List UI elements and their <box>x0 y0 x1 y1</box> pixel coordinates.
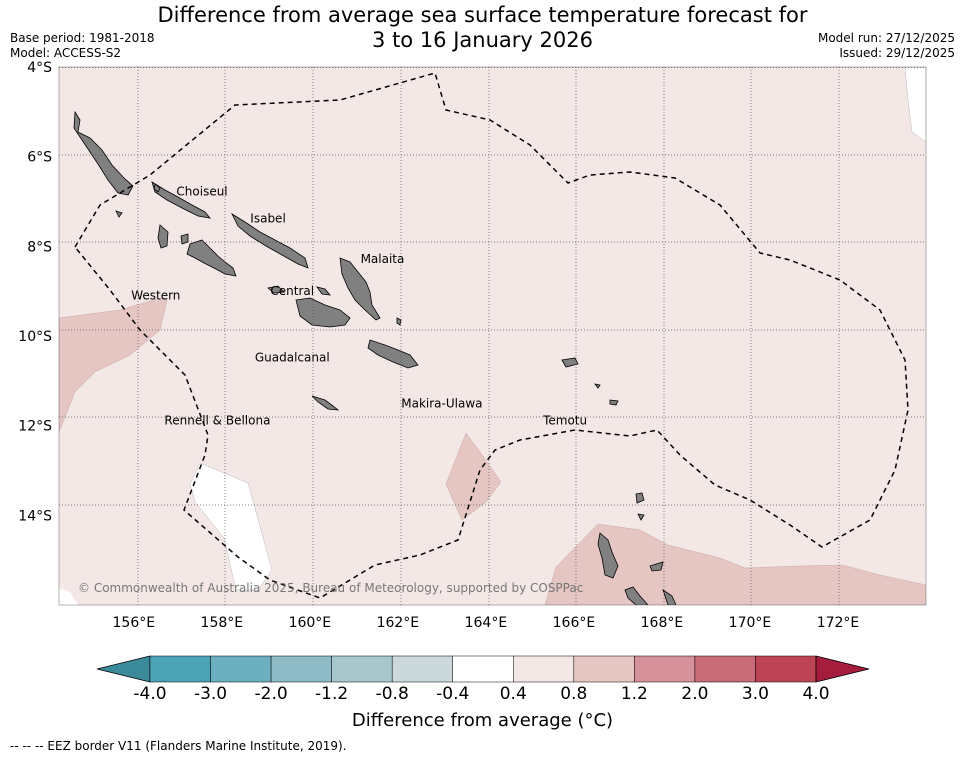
model-name: Model: ACCESS-S2 <box>10 46 122 60</box>
lon-tick-label: 158°E <box>201 615 244 631</box>
colorbar-bin <box>513 655 575 683</box>
colorbar-bin <box>573 655 635 683</box>
lon-tick-label: 168°E <box>641 615 684 631</box>
province-label-guadalcanal: Guadalcanal <box>255 351 330 365</box>
run-info: Model run: 27/12/2025 Issued: 29/12/2025 <box>818 31 955 61</box>
map-area <box>59 67 926 605</box>
lat-tick-label: 4°S <box>27 60 52 76</box>
copyright-notice: © Commonwealth of Australia 2025, Bureau… <box>78 581 583 595</box>
colorbar-bin <box>391 655 453 683</box>
colorbar-tick-label: -0.8 <box>376 684 409 704</box>
warm-anomaly-southeast <box>544 523 926 605</box>
lon-tick-label: 166°E <box>553 615 596 631</box>
province-label-choiseul: Choiseul <box>176 185 227 199</box>
lat-tick-label: 8°S <box>27 239 52 255</box>
colorbar-tick-label: 2.0 <box>681 684 708 704</box>
province-label-rennell-bellona: Rennell & Bellona <box>164 413 270 427</box>
lon-tick-label: 170°E <box>729 615 772 631</box>
colorbar-tick-label: -4.0 <box>133 684 166 704</box>
colorbar-tick-label: 0.8 <box>560 684 587 704</box>
lon-tick-label: 164°E <box>465 615 508 631</box>
warm-anomaly-central <box>445 432 502 521</box>
lon-tick-label: 160°E <box>289 615 332 631</box>
model-info: Base period: 1981-2018 Model: ACCESS-S2 <box>10 31 155 61</box>
colorbar-bin <box>210 655 272 683</box>
neutral-area-corner <box>59 588 78 605</box>
warm-anomaly-west <box>59 297 168 433</box>
colorbar-title: Difference from average (°C) <box>351 710 614 731</box>
colorbar-bin <box>149 655 211 683</box>
colorbar-bin <box>634 655 696 683</box>
lat-tick-label: 12°S <box>18 419 52 435</box>
colorbar-extend-low <box>96 655 151 683</box>
colorbar-tick-label: 3.0 <box>742 684 769 704</box>
colorbar-tick-label: -1.2 <box>315 684 348 704</box>
province-label-isabel: Isabel <box>250 212 285 226</box>
lon-tick-label: 172°E <box>817 615 860 631</box>
colorbar-tick-label: 0.4 <box>500 684 527 704</box>
neutral-area-ne <box>904 67 926 143</box>
issued-date: Issued: 29/12/2025 <box>839 46 955 60</box>
province-label-makira-ulawa: Makira-Ulawa <box>401 396 482 410</box>
province-label-malaita: Malaita <box>361 252 405 266</box>
lat-tick-label: 10°S <box>18 329 52 345</box>
colorbar-bin <box>694 655 756 683</box>
colorbar-tick-label: -0.4 <box>436 684 469 704</box>
eez-footnote: -- -- -- EEZ border V11 (Flanders Marine… <box>10 739 347 753</box>
colorbar-tick-label: -2.0 <box>255 684 288 704</box>
province-label-temotu: Temotu <box>542 413 587 427</box>
model-run-date: Model run: 27/12/2025 <box>817 31 955 45</box>
province-label-central: Central <box>270 284 314 298</box>
colorbar-bin <box>755 655 817 683</box>
graticule <box>59 67 926 605</box>
land-masses <box>73 110 677 605</box>
base-period: Base period: 1981-2018 <box>10 31 155 45</box>
colorbar-extend-high <box>815 655 870 683</box>
map-frame <box>58 66 927 606</box>
colorbar-tick-label: 1.2 <box>621 684 648 704</box>
lat-tick-label: 14°S <box>18 508 52 524</box>
colorbar-bin <box>270 655 332 683</box>
title-line-1: Difference from average sea surface temp… <box>157 3 808 27</box>
ocean-anomaly-background <box>59 67 926 605</box>
title-line-2: 3 to 16 January 2026 <box>372 28 593 52</box>
province-label-western: Western <box>131 289 180 303</box>
lon-tick-label: 162°E <box>377 615 420 631</box>
chart-title: Difference from average sea surface temp… <box>0 3 965 53</box>
eez-border <box>74 72 909 599</box>
colorbar-bin <box>331 655 393 683</box>
colorbar-tick-label: 4.0 <box>802 684 829 704</box>
lon-tick-label: 156°E <box>113 615 156 631</box>
colorbar-tick-label: -3.0 <box>194 684 227 704</box>
colorbar-bin <box>452 655 514 683</box>
lat-tick-label: 6°S <box>27 150 52 166</box>
